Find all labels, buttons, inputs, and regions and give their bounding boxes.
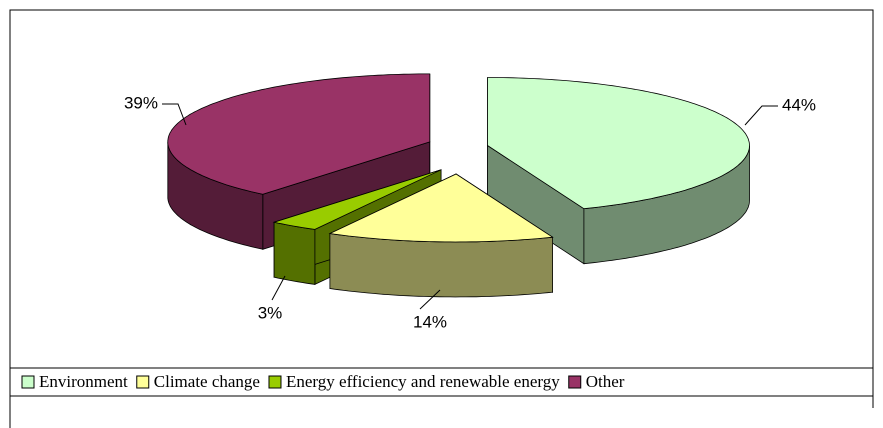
legend-label: Environment [39, 372, 128, 391]
legend-swatch [21, 375, 35, 389]
legend-box [9, 367, 874, 397]
slice-side [273, 221, 316, 285]
frame [9, 9, 874, 428]
slice-side [329, 233, 553, 298]
legend-swatch [136, 375, 150, 389]
leader-line [744, 105, 778, 126]
leader-line [271, 275, 286, 301]
slice [487, 77, 750, 210]
legend-swatch [268, 375, 282, 389]
slice [328, 173, 554, 243]
data-label: 14% [413, 312, 447, 331]
legend-label: Other [586, 372, 625, 391]
leader-line [419, 289, 441, 310]
slice [272, 169, 442, 230]
data-label: 39% [124, 93, 158, 112]
data-label: 3% [258, 303, 283, 322]
legend-label: Climate change [154, 372, 260, 391]
legend-swatch [568, 375, 582, 389]
legend-label: Energy efficiency and renewable energy [286, 372, 560, 391]
data-label: 44% [782, 95, 816, 114]
leader-line [162, 103, 187, 126]
